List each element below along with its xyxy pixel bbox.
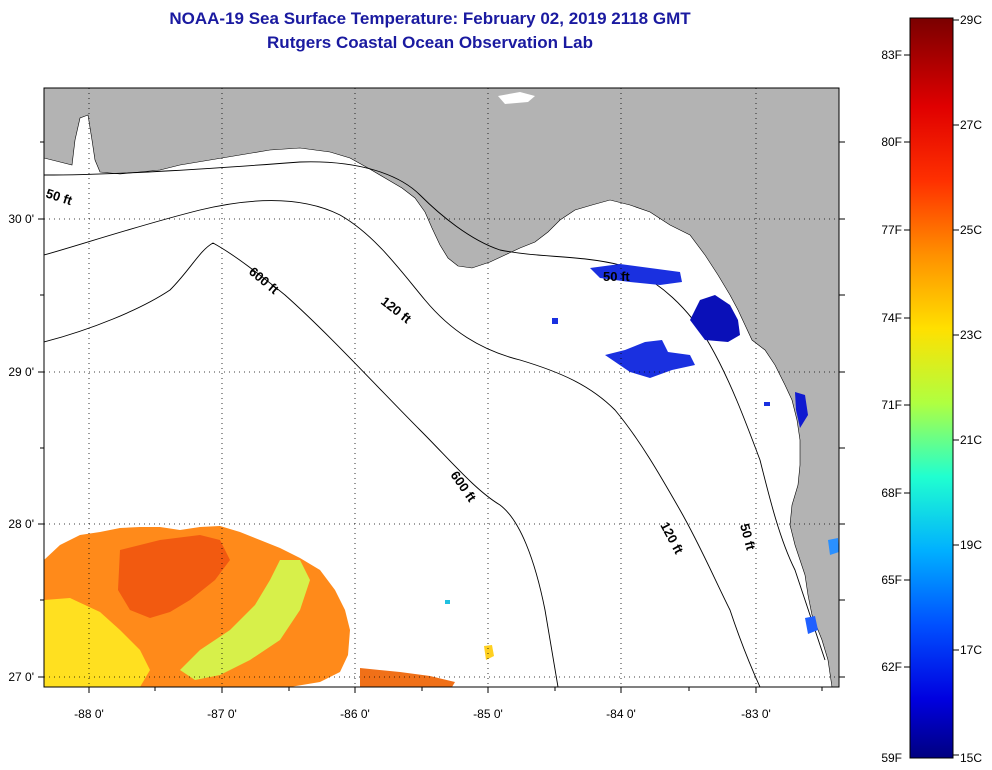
colorbar-f-label: 80F — [881, 135, 902, 149]
colorbar-f-label: 77F — [881, 223, 902, 237]
sst-yellow-streak — [180, 560, 310, 680]
colorbar-c-label: 17C — [960, 643, 982, 657]
contour-label: 50 ft — [603, 269, 630, 284]
contour-120ft — [44, 200, 761, 687]
lat-label: 28 0' — [8, 517, 34, 531]
sst-orange-core — [118, 535, 230, 618]
contour-600ft — [44, 242, 559, 687]
colorbar-f-label: 71F — [881, 398, 902, 412]
lon-label: -85 0' — [473, 707, 503, 721]
sst-cold-patch-north — [590, 264, 682, 285]
sst-orange-spots — [360, 668, 455, 687]
lon-label: -88 0' — [74, 707, 104, 721]
sst-cold-patch-se — [828, 538, 839, 555]
colorbar-c-label: 29C — [960, 13, 982, 27]
colorbar-c-label: 19C — [960, 538, 982, 552]
land-mass — [44, 88, 839, 687]
sst-yellow-spot — [484, 645, 494, 660]
sst-cold-patch-coast — [795, 392, 808, 428]
colorbar-f-label: 83F — [881, 48, 902, 62]
sst-cold-patch-large — [690, 295, 740, 342]
colorbar-f-label: 68F — [881, 486, 902, 500]
colorbar-ticks — [904, 19, 959, 756]
map-subtitle: Rutgers Coastal Ocean Observation Lab — [267, 33, 593, 52]
lat-label: 29 0' — [8, 365, 34, 379]
colorbar-f-label: 65F — [881, 573, 902, 587]
sst-cyan-speck — [445, 600, 450, 604]
lon-label: -87 0' — [207, 707, 237, 721]
colorbar-f-label: 59F — [881, 751, 902, 765]
map-title: NOAA-19 Sea Surface Temperature: Februar… — [169, 9, 691, 28]
colorbar-f-label: 62F — [881, 660, 902, 674]
sst-cold-speck — [552, 318, 558, 324]
colorbar-c-label: 27C — [960, 118, 982, 132]
lon-label: -84 0' — [606, 707, 636, 721]
colorbar-c-label: 25C — [960, 223, 982, 237]
sst-cold-patch-mid — [605, 340, 695, 378]
colorbar — [909, 17, 954, 759]
lon-label: -86 0' — [340, 707, 370, 721]
colorbar-c-label: 23C — [960, 328, 982, 342]
sst-cold-patch-south — [805, 616, 818, 634]
colorbar-c-label: 21C — [960, 433, 982, 447]
lat-label: 27 0' — [8, 670, 34, 684]
sst-yellow-band — [44, 598, 150, 687]
contour-50ft — [44, 161, 826, 661]
colorbar-c-label: 15C — [960, 751, 982, 765]
axis-ticks — [38, 141, 845, 693]
colorbar-f-label: 74F — [881, 311, 902, 325]
lat-label: 30 0' — [8, 212, 34, 226]
map-frame — [43, 87, 840, 688]
sst-cold-speck — [764, 402, 770, 406]
lon-label: -83 0' — [741, 707, 771, 721]
contour-label: 50 ft — [737, 522, 759, 552]
lake-patch — [498, 92, 535, 104]
